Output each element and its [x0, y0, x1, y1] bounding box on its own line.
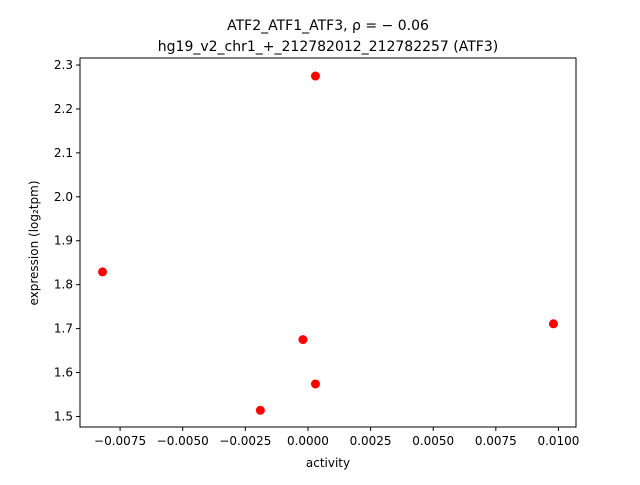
- data-point: [255, 405, 265, 415]
- data-point: [310, 379, 320, 389]
- data-point: [548, 319, 558, 329]
- y-tick-label: 1.9: [54, 234, 73, 248]
- x-axis-ticks: −0.0075 −0.0050 −0.0025 0.0000 0.0025 0.0050 0…: [94, 427, 579, 448]
- y-tick-label: 1.6: [54, 366, 73, 380]
- x-tick-label: 0.0000: [287, 434, 329, 448]
- x-tick-label: −0.0050: [157, 434, 209, 448]
- y-axis-ticks: 1.5 1.6 1.7 1.8 1.9 2.0 2.1 2.2 2.3: [54, 58, 80, 423]
- x-tick-label: −0.0075: [94, 434, 146, 448]
- plot-frame: [79, 57, 577, 428]
- data-point: [98, 267, 108, 277]
- y-tick-label: 1.8: [54, 278, 73, 292]
- x-axis-label: activity: [306, 456, 350, 470]
- x-tick-label: −0.0025: [219, 434, 271, 448]
- data-point: [298, 335, 308, 345]
- x-tick-label: 0.0025: [350, 434, 392, 448]
- chart-title-line2: hg19_v2_chr1_+_212782012_212782257 (ATF3…: [158, 39, 498, 55]
- data-point: [310, 71, 320, 81]
- y-tick-label: 1.5: [54, 409, 73, 423]
- x-tick-label: 0.0075: [475, 434, 517, 448]
- y-tick-label: 2.3: [54, 58, 73, 72]
- y-tick-label: 2.0: [54, 190, 73, 204]
- y-axis-label: expression (log₂tpm): [27, 180, 41, 305]
- y-tick-label: 2.2: [54, 102, 73, 116]
- points-layer: [98, 71, 558, 415]
- y-tick-label: 1.7: [54, 322, 73, 336]
- chart-title-line1: ATF2_ATF1_ATF3, ρ = − 0.06: [227, 18, 429, 34]
- x-tick-label: 0.0100: [537, 434, 579, 448]
- x-tick-label: 0.0050: [412, 434, 454, 448]
- y-tick-label: 2.1: [54, 146, 73, 160]
